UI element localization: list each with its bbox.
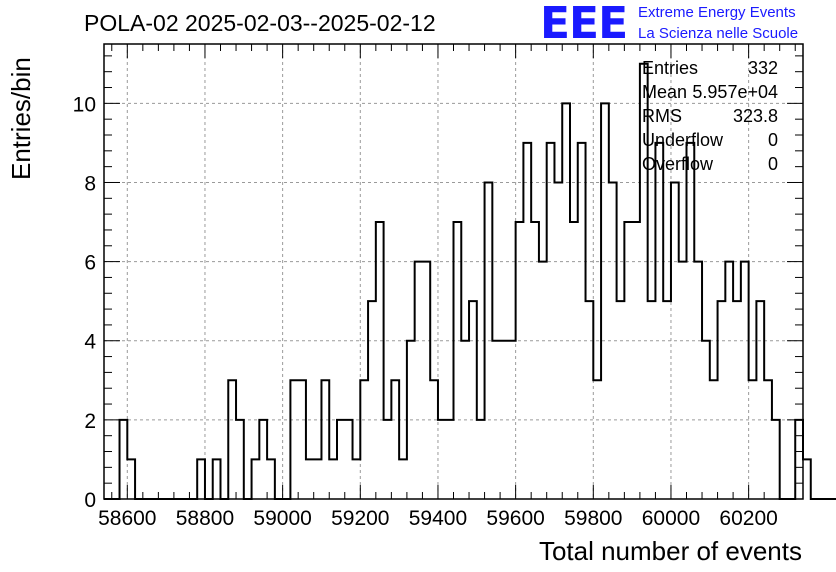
- y-tick-label: 8: [84, 172, 96, 195]
- stat-label: RMS: [642, 106, 682, 126]
- stat-row-underflow: Underflow 0: [642, 130, 778, 154]
- y-tick-label: 2: [84, 410, 96, 433]
- stat-row-overflow: Overflow 0: [642, 154, 778, 178]
- stat-value: 0: [767, 130, 778, 150]
- y-tick-label: 6: [84, 252, 96, 275]
- stat-row-entries: Entries 332: [642, 58, 778, 82]
- stats-box: Entries 332 Mean 5.957e+04 RMS 323.8 Und…: [642, 58, 778, 178]
- y-axis-label: Entries/bin: [6, 57, 36, 180]
- x-tick-label: 60000: [642, 507, 700, 530]
- stat-row-rms: RMS 323.8: [642, 106, 778, 130]
- stat-value: 5.957e+04: [692, 82, 778, 102]
- x-tick-label: 58800: [176, 507, 234, 530]
- x-tick-label: 59800: [564, 507, 622, 530]
- eee-logo: EEE: [540, 0, 628, 49]
- axis-tick-labels: 58600 58800 59000 59200 59400 59600 59800 60000…: [73, 93, 778, 530]
- stat-label: Overflow: [642, 154, 714, 174]
- stat-label: Entries: [642, 58, 699, 78]
- axis-ticks: [104, 44, 803, 500]
- stat-row-mean: Mean 5.957e+04: [642, 82, 778, 106]
- x-tick-label: 58600: [98, 507, 156, 530]
- x-tick-label: 59600: [486, 507, 544, 530]
- stat-value: 323.8: [732, 106, 778, 126]
- y-tick-label: 0: [84, 489, 96, 512]
- stat-value: 332: [747, 58, 778, 78]
- y-tick-label: 10: [73, 93, 96, 116]
- logo-line-2: La Scienza nelle Scuole: [638, 25, 799, 42]
- x-tick-label: 60200: [719, 507, 777, 530]
- x-tick-label: 59200: [331, 507, 389, 530]
- stat-value: 0: [767, 154, 778, 174]
- chart-title: POLA-02 2025-02-03--2025-02-12: [84, 10, 436, 36]
- stat-label: Underflow: [642, 130, 724, 150]
- x-tick-label: 59400: [409, 507, 467, 530]
- logo-line-1: Extreme Energy Events: [638, 4, 796, 21]
- x-axis-label: Total number of events: [538, 536, 802, 566]
- stat-label: Mean: [642, 82, 688, 102]
- y-tick-label: 4: [84, 331, 96, 354]
- x-tick-label: 59000: [253, 507, 311, 530]
